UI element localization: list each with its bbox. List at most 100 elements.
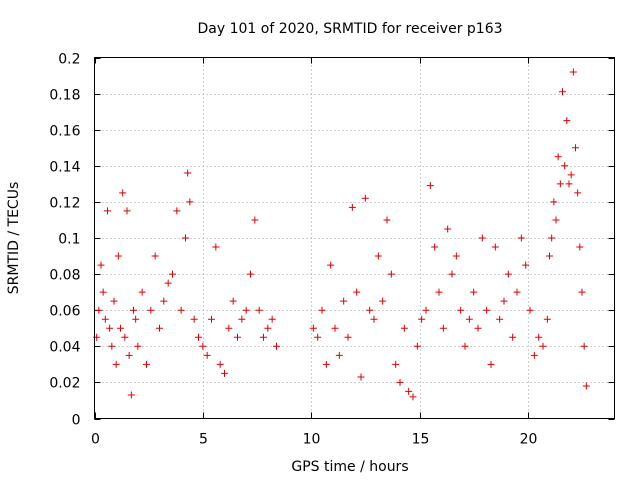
data-point <box>327 261 335 269</box>
data-point <box>242 306 250 314</box>
data-point <box>582 382 590 390</box>
data-point <box>119 189 127 197</box>
data-point <box>366 306 374 314</box>
data-point <box>439 324 447 332</box>
data-point <box>309 324 317 332</box>
data-point <box>422 306 430 314</box>
data-point <box>478 234 486 242</box>
x-tick-label: 0 <box>91 432 100 448</box>
data-point <box>552 216 560 224</box>
data-point <box>229 297 237 305</box>
data-point <box>370 315 378 323</box>
data-point <box>104 207 111 215</box>
data-point <box>431 243 439 251</box>
data-point <box>357 373 365 381</box>
data-point <box>114 252 122 260</box>
tick-layer: 0 0.02 0.04 0.06 0.08 0.1 0.12 0.14 0.16 0.18 0.2 0… <box>49 52 615 448</box>
y-tick-label: 0.06 <box>49 304 80 320</box>
data-point <box>208 315 215 323</box>
data-point <box>95 306 103 314</box>
data-point <box>517 234 525 242</box>
data-point <box>543 315 551 323</box>
data-point <box>108 342 116 350</box>
data-point <box>186 198 194 206</box>
data-point <box>392 360 400 368</box>
y-tick-label: 0.2 <box>58 52 80 68</box>
data-point <box>255 306 263 314</box>
data-point <box>132 315 140 323</box>
data-point <box>125 351 133 359</box>
data-point <box>379 297 387 305</box>
data-point <box>504 270 512 278</box>
data-point <box>567 171 575 179</box>
x-tick-label: 15 <box>412 432 430 448</box>
data-point <box>273 342 280 350</box>
data-point <box>565 180 573 188</box>
data-point <box>457 306 465 314</box>
data-point <box>509 333 517 341</box>
data-point <box>396 378 404 386</box>
data-point <box>491 243 499 251</box>
data-point <box>110 297 118 305</box>
data-point <box>559 88 566 96</box>
data-point <box>340 297 348 305</box>
data-point <box>221 369 228 377</box>
data-point <box>578 288 586 296</box>
data-point <box>199 342 207 350</box>
data-point <box>212 243 220 251</box>
data-point <box>234 333 241 341</box>
data-point <box>123 207 131 215</box>
data-point <box>143 360 150 368</box>
data-point <box>164 279 172 287</box>
data-point <box>97 261 105 269</box>
data-point <box>426 182 434 190</box>
data-point <box>522 261 530 269</box>
data-point <box>483 306 491 314</box>
data-point <box>576 243 584 251</box>
data-point <box>99 288 107 296</box>
data-point <box>448 270 456 278</box>
data-point <box>203 351 211 359</box>
data-point <box>470 288 478 296</box>
data-point <box>461 342 469 350</box>
data-point <box>535 333 543 341</box>
data-point <box>268 315 276 323</box>
x-tick-label: 5 <box>199 432 208 448</box>
data-point <box>264 324 272 332</box>
y-tick-label: 0 <box>72 413 81 429</box>
data-point <box>556 180 564 188</box>
data-point <box>112 360 120 368</box>
data-point <box>134 342 142 350</box>
data-point <box>151 252 159 260</box>
data-point <box>405 387 413 395</box>
data-point <box>182 234 189 242</box>
data-point <box>169 270 176 278</box>
data-point <box>195 333 202 341</box>
y-tick-label: 0.08 <box>49 268 80 284</box>
data-point <box>550 198 558 206</box>
data-point <box>117 324 124 332</box>
data-point <box>513 288 521 296</box>
x-tick-label: 20 <box>520 432 538 448</box>
data-point <box>225 324 233 332</box>
data-point <box>184 169 192 177</box>
data-point <box>335 351 343 359</box>
data-point <box>247 270 254 278</box>
data-point <box>238 315 246 323</box>
data-point <box>251 216 259 224</box>
data-point <box>322 360 330 368</box>
grid-layer <box>94 57 615 419</box>
data-point <box>500 297 508 305</box>
data-point <box>474 324 482 332</box>
data-point <box>526 306 534 314</box>
data-point <box>487 360 495 368</box>
data-point <box>444 225 452 233</box>
y-tick-label: 0.16 <box>49 124 80 140</box>
data-point <box>452 252 460 260</box>
y-tick-label: 0.18 <box>49 88 80 104</box>
data-point <box>138 288 146 296</box>
data-point <box>561 162 569 170</box>
y-tick-label: 0.02 <box>49 376 80 392</box>
data-point <box>147 306 155 314</box>
data-point <box>383 216 391 224</box>
